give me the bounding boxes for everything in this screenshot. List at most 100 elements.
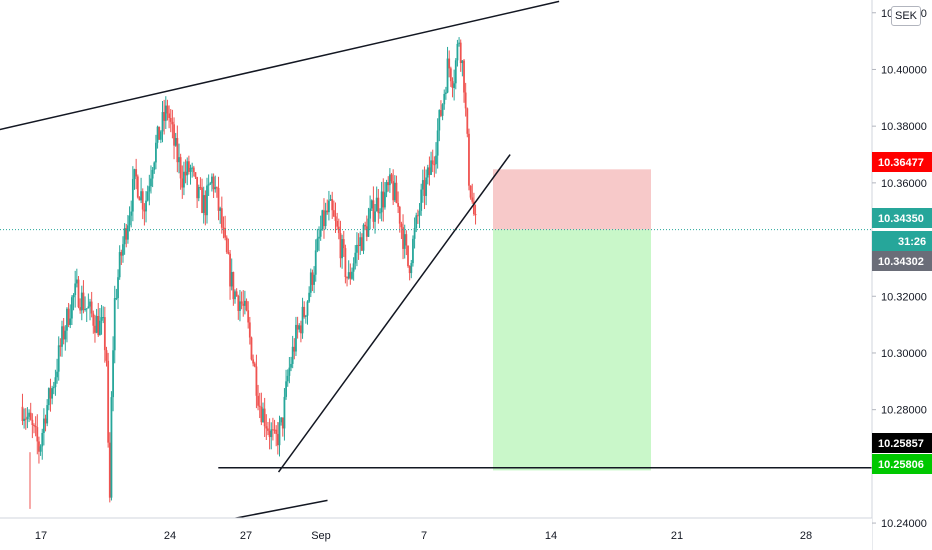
candle-body bbox=[166, 105, 169, 114]
candle-body bbox=[319, 229, 322, 237]
candle-body bbox=[420, 189, 423, 211]
candle-body bbox=[324, 210, 327, 227]
candle-body bbox=[42, 418, 45, 433]
candle-body bbox=[370, 200, 373, 209]
candle-body bbox=[431, 160, 434, 165]
candle-body bbox=[252, 359, 255, 364]
candle-body bbox=[74, 283, 77, 296]
candle-body bbox=[352, 263, 355, 272]
candle-body bbox=[133, 169, 136, 180]
candle-body bbox=[150, 178, 152, 187]
candle-body bbox=[375, 197, 378, 212]
candle-body bbox=[23, 418, 26, 422]
candle-body bbox=[334, 216, 337, 221]
candle-body bbox=[232, 272, 235, 300]
candle-body bbox=[33, 425, 35, 427]
candle-body bbox=[243, 300, 246, 306]
candle-body bbox=[423, 180, 426, 196]
y-tick-label: 10.38000 bbox=[881, 121, 927, 133]
price-badge-label: 10.25806 bbox=[878, 459, 924, 471]
time-axis bbox=[0, 518, 872, 550]
candle-body bbox=[400, 223, 403, 228]
candle-body bbox=[288, 367, 291, 376]
candle-body bbox=[446, 58, 449, 93]
y-tick-label: 10.32000 bbox=[881, 291, 927, 303]
candle-body bbox=[97, 315, 100, 336]
price-badge bbox=[872, 251, 932, 271]
candle-body bbox=[387, 182, 390, 186]
candle-body bbox=[296, 324, 299, 330]
candle-body bbox=[451, 81, 454, 88]
candle-body bbox=[127, 225, 129, 240]
candle-body bbox=[268, 430, 271, 438]
candle-body bbox=[316, 238, 319, 251]
candle-body bbox=[87, 306, 90, 309]
candle-body bbox=[280, 417, 283, 423]
candle-body bbox=[212, 176, 215, 190]
y-tick-label: 10.24000 bbox=[881, 518, 927, 530]
candle-body bbox=[148, 186, 151, 192]
candle-body bbox=[474, 214, 477, 216]
candle-body bbox=[225, 237, 228, 253]
candle-body bbox=[473, 201, 475, 215]
candle-body bbox=[364, 224, 367, 227]
candle-body bbox=[206, 185, 208, 216]
candle-body bbox=[453, 83, 456, 88]
candle-body bbox=[122, 244, 124, 256]
candle-body bbox=[466, 108, 469, 134]
candle-body bbox=[323, 210, 325, 227]
candle-body bbox=[196, 177, 199, 199]
candle-body bbox=[62, 326, 65, 340]
candle-body bbox=[415, 215, 418, 229]
candle-body bbox=[255, 366, 258, 396]
candle-body bbox=[239, 301, 241, 311]
y-tick-label: 10.36000 bbox=[881, 178, 927, 190]
x-tick-label: 17 bbox=[35, 530, 47, 542]
candle-body bbox=[295, 324, 297, 352]
candle-body bbox=[189, 167, 192, 172]
candle-body bbox=[151, 170, 154, 179]
candle-body bbox=[344, 248, 347, 278]
candle-body bbox=[402, 227, 404, 249]
candle-body bbox=[202, 195, 205, 213]
candle-body bbox=[176, 138, 179, 163]
candle-body bbox=[70, 297, 73, 319]
candle-body bbox=[421, 180, 424, 190]
candle-body bbox=[444, 92, 447, 94]
candle-body bbox=[291, 346, 294, 364]
candle-body bbox=[69, 318, 72, 325]
candle-body bbox=[448, 58, 451, 69]
candle-body bbox=[75, 279, 78, 284]
candle-body bbox=[187, 161, 190, 172]
candle-body bbox=[430, 160, 432, 175]
candle-body bbox=[425, 177, 428, 196]
candle-body bbox=[326, 210, 329, 213]
x-tick-label: 28 bbox=[800, 530, 812, 542]
upper-channel-line bbox=[0, 0, 560, 131]
x-tick-label: 27 bbox=[240, 530, 252, 542]
candle-body bbox=[374, 211, 376, 222]
candle-body bbox=[377, 197, 380, 214]
candle-body bbox=[179, 157, 182, 179]
candle-body bbox=[237, 296, 240, 311]
candle-body bbox=[245, 300, 248, 311]
x-tick-label: 21 bbox=[671, 530, 683, 542]
candle-body bbox=[67, 308, 70, 325]
candle-body bbox=[143, 209, 146, 212]
price-badge bbox=[872, 433, 932, 453]
candle-body bbox=[271, 429, 274, 431]
candle-body bbox=[395, 182, 398, 204]
candle-body bbox=[349, 272, 352, 279]
candle-body bbox=[464, 92, 467, 109]
candle-body bbox=[281, 417, 284, 429]
candle-body bbox=[156, 126, 159, 143]
candle-body bbox=[416, 215, 419, 217]
currency-selector-button[interactable]: SEK bbox=[891, 6, 921, 26]
candle-body bbox=[257, 395, 259, 406]
candle-body bbox=[138, 197, 141, 201]
candle-body bbox=[51, 388, 54, 399]
candle-body bbox=[311, 272, 314, 285]
candle-body bbox=[52, 387, 55, 389]
candle-body bbox=[412, 238, 414, 264]
